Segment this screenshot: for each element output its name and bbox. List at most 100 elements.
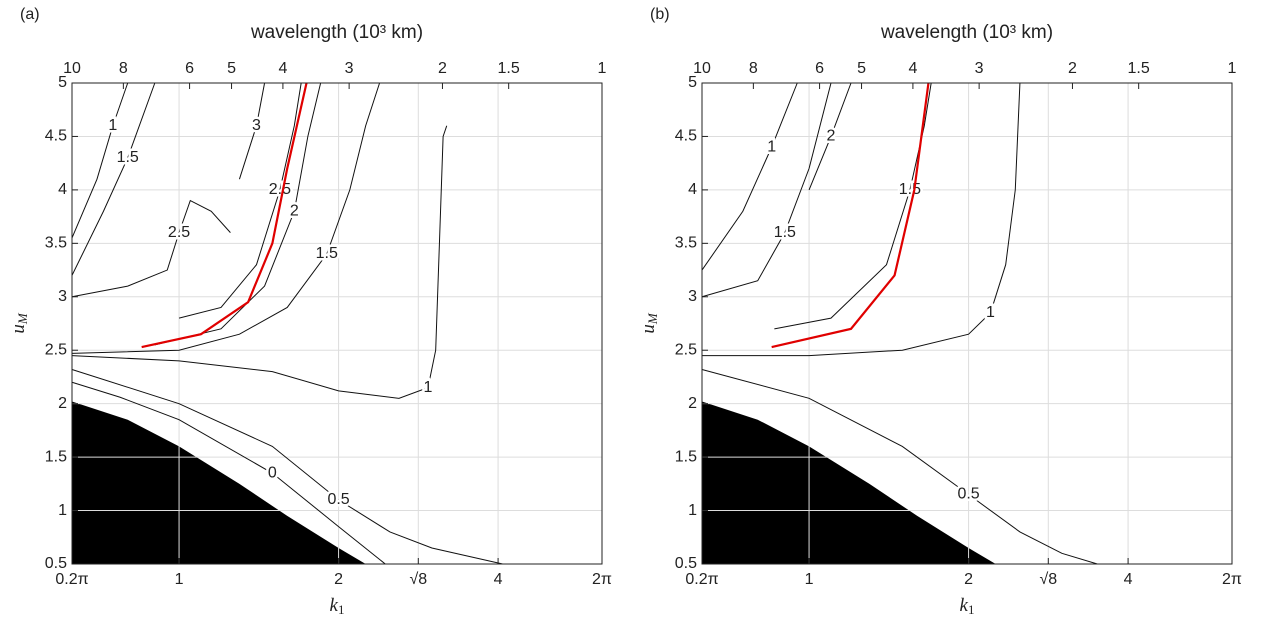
y-axis-label-main: u	[638, 324, 659, 334]
contour-label: 1.5	[117, 149, 139, 166]
y-tick-label: 1.5	[675, 448, 697, 465]
axes-frame	[701, 82, 1233, 565]
x2-tick-label: 3	[975, 60, 984, 77]
y-tick-label: 5	[58, 74, 67, 91]
y-tick-label: 0.5	[675, 555, 697, 572]
x-tick-label: 1	[175, 571, 184, 588]
x-tick-label: 2π	[592, 571, 612, 588]
contour-label: 1	[986, 304, 995, 321]
y-tick-label: 4.5	[675, 128, 697, 145]
x2-tick-label: 1	[1228, 60, 1237, 77]
y-axis-label: uM	[638, 312, 660, 334]
contour-label: 2	[827, 128, 836, 145]
x2-tick-label: 1.5	[498, 60, 520, 77]
x2-tick-label: 4	[278, 60, 287, 77]
contour-line	[808, 82, 852, 191]
top-axis-label: wavelength (10³ km)	[880, 22, 1053, 43]
contour-label: 0.5	[327, 491, 349, 508]
contour-line	[71, 199, 231, 298]
y-tick-label: 4.5	[45, 128, 67, 145]
x-axis-label: k1	[960, 595, 975, 617]
y-tick-label: 3.5	[675, 235, 697, 252]
contour-line	[238, 82, 266, 180]
x2-tick-label: 2	[438, 60, 447, 77]
y-tick-label: 2	[58, 395, 67, 412]
x2-tick-label: 6	[185, 60, 194, 77]
contour-label: 0.5	[957, 486, 979, 503]
x2-tick-label: 5	[857, 60, 866, 77]
contour-line	[71, 82, 381, 354]
y-tick-label: 1	[58, 502, 67, 519]
y-tick-label: 3.5	[45, 235, 67, 252]
x2-tick-label: 10	[63, 60, 81, 77]
red-curve	[141, 82, 308, 349]
contour-label: 2	[290, 202, 299, 219]
contour-label: 2.5	[269, 181, 291, 198]
contour-line	[774, 82, 932, 330]
y-tick-label: 1	[688, 502, 697, 519]
y-axis-label-sub: M	[645, 312, 660, 325]
y-tick-label: 2	[688, 395, 697, 412]
x-axis-label-main: k	[960, 595, 969, 616]
x-tick-label: 2π	[1222, 571, 1242, 588]
x-tick-label: 2	[964, 571, 973, 588]
x-tick-label: √8	[409, 571, 427, 588]
panel-title: (a)	[20, 6, 40, 23]
contour-line	[702, 82, 1021, 357]
y-tick-label: 3	[58, 288, 67, 305]
x-tick-label: 0.2π	[685, 571, 718, 588]
contour-line	[178, 82, 302, 319]
contour-line	[701, 82, 798, 271]
contour-line	[71, 125, 448, 399]
contour-label: 2.5	[168, 224, 190, 241]
x2-tick-label: 6	[815, 60, 824, 77]
contour-label: 1.5	[774, 224, 796, 241]
x-axis-label-sub: 1	[338, 602, 345, 617]
x-tick-label: √8	[1039, 571, 1057, 588]
contour-label: 1.5	[899, 181, 921, 198]
contour-label: 1.5	[316, 245, 338, 262]
axes-frame	[71, 82, 603, 565]
y-tick-label: 0.5	[45, 555, 67, 572]
contour-label: 1	[424, 379, 433, 396]
contour-label: 0	[268, 464, 277, 481]
x2-tick-label: 4	[908, 60, 917, 77]
x-tick-label: 0.2π	[55, 571, 88, 588]
x-tick-label: 1	[805, 571, 814, 588]
x2-tick-label: 1.5	[1128, 60, 1150, 77]
x2-tick-label: 5	[227, 60, 236, 77]
y-axis-label-sub: M	[15, 312, 30, 325]
x2-tick-label: 10	[693, 60, 711, 77]
panel: 0.5 1 1 1.5 1.5 2 0.2π 1 2 √8 4 2π 0.5 1 1.5 2 2.5 3 3.5 4 4…	[638, 6, 1242, 617]
contour-line	[71, 82, 156, 276]
x2-tick-label: 8	[749, 60, 758, 77]
x2-tick-label: 1	[598, 60, 607, 77]
x-axis-label-sub: 1	[968, 602, 975, 617]
y-tick-label: 2.5	[45, 341, 67, 358]
red-curve	[771, 82, 930, 349]
x-tick-label: 2	[334, 571, 343, 588]
contour-label: 1	[108, 117, 117, 134]
x-tick-label: 4	[494, 571, 503, 588]
y-tick-label: 2.5	[675, 341, 697, 358]
contour-line	[154, 82, 322, 346]
y-tick-label: 3	[688, 288, 697, 305]
x2-tick-label: 3	[345, 60, 354, 77]
contour-line	[701, 82, 832, 298]
y-tick-label: 4	[58, 181, 67, 198]
y-axis-label-main: u	[8, 324, 29, 334]
top-axis-label: wavelength (10³ km)	[250, 22, 423, 43]
x-axis-label-main: k	[330, 595, 339, 616]
panel-title: (b)	[650, 6, 670, 23]
y-axis-label: uM	[8, 312, 30, 334]
y-tick-label: 1.5	[45, 448, 67, 465]
filled-region	[72, 401, 366, 564]
y-tick-label: 4	[688, 181, 697, 198]
x2-tick-label: 8	[119, 60, 128, 77]
contour-line	[701, 368, 1098, 565]
x-axis-label: k1	[330, 595, 345, 617]
contour-label: 1	[767, 138, 776, 155]
contour-line	[71, 368, 503, 565]
